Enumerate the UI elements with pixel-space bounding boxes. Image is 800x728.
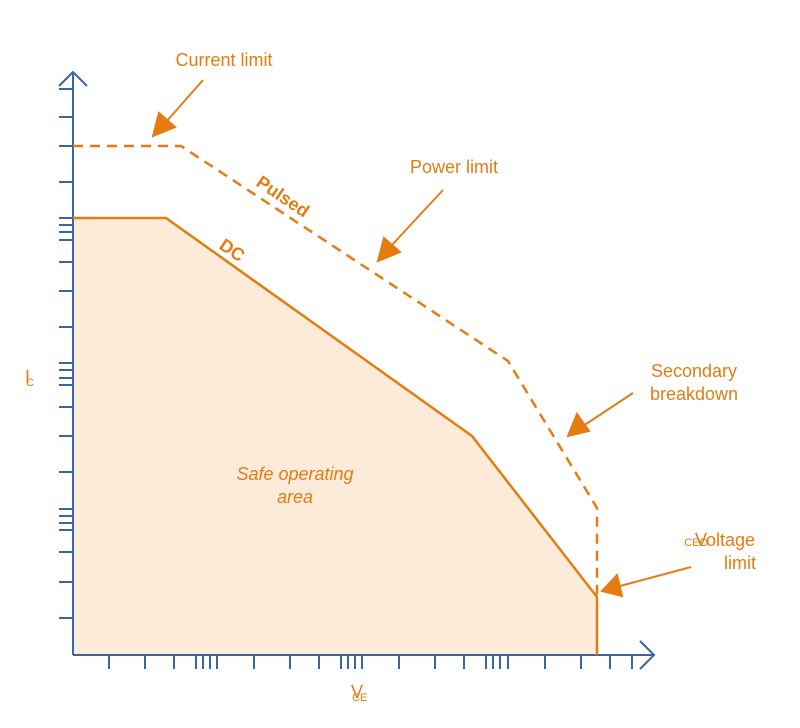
voltage-limit-arrow xyxy=(619,566,692,587)
x-axis-label: V xyxy=(351,682,363,702)
safe-operating-area-label-line2: area xyxy=(277,487,313,507)
x-axis-ticks xyxy=(108,655,633,669)
x-axis-arrowhead xyxy=(639,640,656,670)
y-axis-label: I xyxy=(25,367,30,387)
secondary-breakdown-arrow xyxy=(582,392,634,427)
voltage-limit-subscript: CEO xyxy=(684,537,708,549)
secondary-breakdown-arrowhead xyxy=(566,411,591,438)
current-limit-arrowhead xyxy=(151,111,177,138)
safe-operating-area-label-line1: Safe operating xyxy=(236,464,353,484)
voltage-limit-label-line2: limit xyxy=(724,553,756,573)
current-limit-arrow xyxy=(165,79,204,123)
x-axis-subscript: CE xyxy=(352,692,367,704)
voltage-limit-label-line1: Voltage xyxy=(695,530,755,550)
voltage-limit-arrowhead xyxy=(600,572,624,598)
annotation-arrows xyxy=(151,79,692,598)
power-limit-arrow xyxy=(390,189,444,247)
power-limit-arrowhead xyxy=(376,236,402,263)
secondary-breakdown-label-line2: breakdown xyxy=(650,384,738,404)
power-limit-label: Power limit xyxy=(410,157,498,177)
safe-operating-area-fill xyxy=(73,218,597,655)
pulsed-curve xyxy=(73,144,599,597)
dc-curve xyxy=(73,216,599,655)
y-axis-subscript: C xyxy=(26,377,34,389)
secondary-breakdown-label-line1: Secondary xyxy=(651,361,737,381)
y-axis-arrowhead xyxy=(58,70,88,87)
current-limit-label: Current limit xyxy=(175,50,272,70)
y-axis-ticks xyxy=(59,88,73,619)
